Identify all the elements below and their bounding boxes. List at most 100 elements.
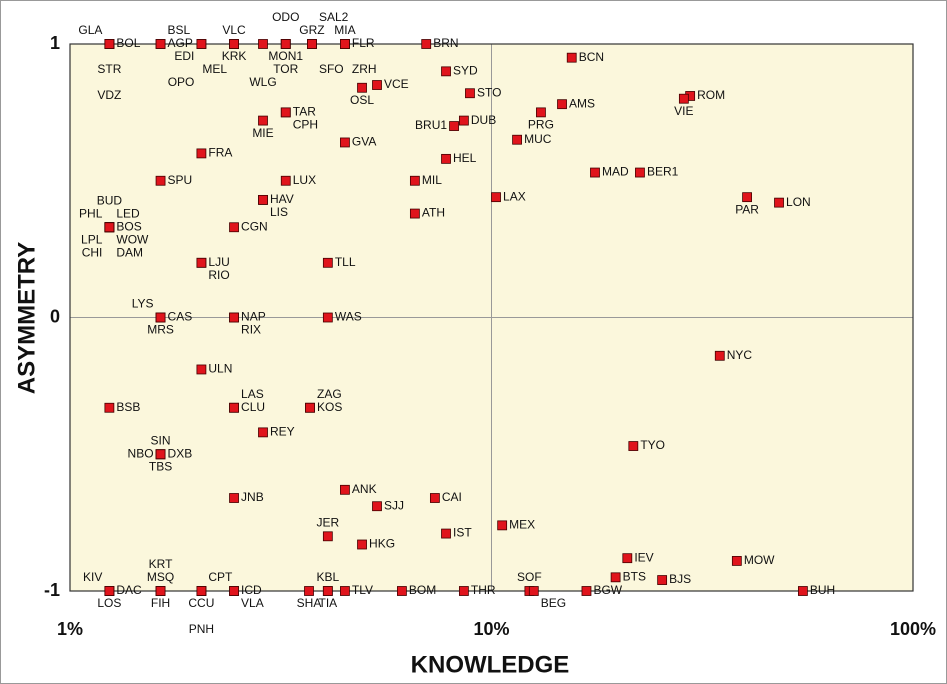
point-label: ULN: [208, 362, 232, 376]
point: [357, 82, 367, 93]
point-label: LAS: [241, 387, 264, 401]
point-label: GVA: [352, 135, 376, 149]
point: [441, 66, 451, 77]
point: [581, 586, 592, 596]
x-tick-label: 1%: [57, 619, 83, 639]
point-label: MIE: [252, 126, 273, 140]
plot-border: [69, 43, 914, 592]
point-label: CAI: [442, 490, 462, 504]
point-label: FRA: [208, 146, 232, 160]
point: [340, 39, 350, 49]
point-label: MIA: [334, 23, 355, 37]
point-label: KOS: [317, 400, 342, 414]
point: [196, 586, 207, 596]
point-label: BEG: [541, 596, 566, 610]
point: [372, 501, 382, 512]
point-label: JNB: [241, 490, 264, 504]
y-tick-label: 1: [50, 33, 60, 53]
point-label: MUC: [524, 132, 552, 146]
point-label: RIO: [208, 268, 229, 282]
point-label: SOF: [517, 570, 542, 584]
point-label: CGN: [241, 219, 268, 233]
point: [622, 553, 633, 564]
point-label: TLL: [335, 255, 356, 269]
point-label: RIX: [241, 323, 261, 337]
point-label: SAL2: [319, 10, 349, 24]
point-label: LUX: [293, 173, 316, 187]
point-label: KRT: [149, 557, 173, 571]
point-label: NYC: [727, 348, 753, 362]
point: [322, 586, 333, 596]
point: [196, 364, 207, 375]
point-label: BUH: [810, 583, 835, 597]
point: [441, 528, 451, 539]
point: [229, 312, 239, 323]
point: [409, 175, 420, 186]
point-label: FIH: [151, 596, 170, 610]
point: [528, 586, 539, 596]
point: [429, 493, 440, 503]
point: [304, 586, 314, 596]
point-label: BCN: [579, 50, 604, 64]
point: [104, 586, 115, 596]
point: [322, 531, 333, 542]
point-label: TBS: [149, 459, 172, 473]
point-label: CAS: [168, 310, 193, 324]
point-label: BER1: [647, 165, 679, 179]
point-label: CHI: [82, 245, 103, 259]
point: [465, 88, 475, 99]
point-label: DAC: [116, 583, 142, 597]
point-label: ANK: [352, 482, 377, 496]
point-label: MON1: [268, 49, 303, 63]
point: [635, 167, 645, 178]
point-label: WLG: [249, 75, 276, 89]
point-label: ODO: [272, 10, 299, 24]
point: [104, 39, 115, 49]
point: [714, 350, 725, 361]
point-label: FLR: [352, 36, 375, 50]
point: [340, 484, 350, 495]
point-label: AGP: [168, 36, 193, 50]
point: [340, 586, 350, 596]
point-label: TIA: [319, 596, 338, 610]
point: [258, 115, 268, 126]
point-label: GRZ: [299, 23, 324, 37]
point-label: HAV: [270, 192, 294, 206]
point-label: SFO: [319, 62, 344, 76]
point-label: ATH: [422, 206, 445, 220]
point-label: MIL: [422, 173, 442, 187]
point-label: HEL: [453, 151, 477, 165]
point-label: KRK: [222, 49, 247, 63]
point: [458, 586, 469, 596]
point-label: BJS: [669, 572, 691, 586]
point: [307, 39, 317, 49]
point-label: LYS: [132, 297, 154, 311]
point-label: OPO: [168, 75, 195, 89]
point: [322, 257, 333, 268]
point: [280, 39, 291, 49]
x-tick-label: 10%: [473, 619, 509, 639]
point-label: PRG: [528, 118, 554, 132]
point: [322, 312, 333, 323]
point: [196, 257, 207, 268]
point-label: BRU1: [415, 118, 447, 132]
point: [397, 586, 407, 596]
point-label: TAR: [293, 105, 316, 119]
point-label: PHL: [79, 206, 103, 220]
point-label: LON: [786, 195, 811, 209]
point-label: VLC: [222, 23, 246, 37]
x-axis-title: KNOWLEDGE: [411, 651, 570, 678]
point: [229, 493, 239, 503]
point: [610, 572, 621, 583]
point: [497, 520, 508, 531]
point: [305, 402, 315, 413]
point-label: CCU: [188, 596, 214, 610]
x-tick-label: 100%: [890, 619, 936, 639]
point-label: PAR: [735, 202, 759, 216]
point: [258, 194, 268, 205]
point: [566, 52, 577, 63]
point-label: BSB: [116, 400, 140, 414]
point-label: HKG: [369, 537, 395, 551]
point-label: BOL: [116, 36, 140, 50]
